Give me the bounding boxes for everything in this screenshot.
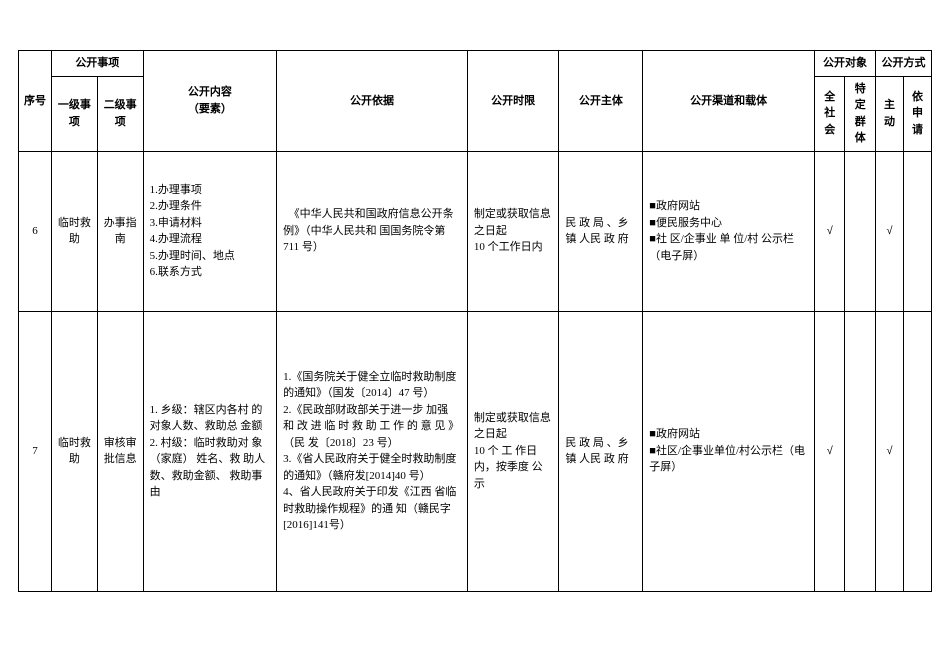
cell-content: 1. 乡级：辖区内各村 的对象人数、救助总 金额2. 村级：临时救助对 象 （家… (143, 311, 277, 591)
cell-content: 1.办理事项2.办理条件3.申请材料4.办理流程5.办理时间、地点6.联系方式 (143, 151, 277, 311)
cell-seq: 6 (19, 151, 52, 311)
cell-channel: ■政府网站■便民服务中心■社 区/企事业 单 位/村 公示栏（电子屏） (643, 151, 815, 311)
table-body: 6 临时救助 办事指南 1.办理事项2.办理条件3.申请材料4.办理流程5.办理… (19, 151, 932, 591)
cell-method2 (903, 311, 931, 591)
cell-cat1: 临时救助 (52, 151, 98, 311)
header-target2: 特定群体 (845, 76, 876, 151)
cell-target2 (845, 311, 876, 591)
cell-channel: ■政府网站■社区/企事业单位/村公示栏（电子屏） (643, 311, 815, 591)
header-target-group: 公开对象 (814, 51, 875, 77)
cell-basis: 1.《国务院关于健全立临时救助制度的通知》（国发〔2014〕47 号）2.《民政… (277, 311, 468, 591)
table-row: 7 临时救助 审核审批信息 1. 乡级：辖区内各村 的对象人数、救助总 金额2.… (19, 311, 932, 591)
table-row: 6 临时救助 办事指南 1.办理事项2.办理条件3.申请材料4.办理流程5.办理… (19, 151, 932, 311)
header-seq: 序号 (19, 51, 52, 152)
cell-target1: √ (814, 311, 845, 591)
header-method2: 依申请 (903, 76, 931, 151)
cell-method1: √ (875, 311, 903, 591)
header-content: 公开内容（要素） (143, 51, 277, 152)
table-header: 序号 公开事项 公开内容（要素） 公开依据 公开时限 公开主体 公开渠道和载体 … (19, 51, 932, 152)
cell-seq: 7 (19, 311, 52, 591)
cell-subject: 民 政 局 、乡 镇 人民 政 府 (559, 151, 643, 311)
cell-timelimit: 制定或获取信息之日起10 个工作日内 (467, 151, 559, 311)
header-method-group: 公开方式 (875, 51, 931, 77)
cell-cat2: 办事指南 (97, 151, 143, 311)
cell-target1: √ (814, 151, 845, 311)
header-channel: 公开渠道和载体 (643, 51, 815, 152)
cell-method1: √ (875, 151, 903, 311)
cell-subject: 民 政 局 、乡 镇 人民 政 府 (559, 311, 643, 591)
cell-cat1: 临时救助 (52, 311, 98, 591)
header-cat2: 二级事项 (97, 76, 143, 151)
header-target1: 全社会 (814, 76, 845, 151)
cell-basis: 《中华人民共和国政府信息公开条例》（中华人民共和 国国务院令第 711 号） (277, 151, 468, 311)
cell-target2 (845, 151, 876, 311)
disclosure-table: 序号 公开事项 公开内容（要素） 公开依据 公开时限 公开主体 公开渠道和载体 … (18, 50, 932, 592)
header-subject: 公开主体 (559, 51, 643, 152)
cell-method2 (903, 151, 931, 311)
header-cat1: 一级事项 (52, 76, 98, 151)
header-basis: 公开依据 (277, 51, 468, 152)
header-matter-group: 公开事项 (52, 51, 144, 77)
cell-timelimit: 制定或获取信息之日起10 个 工 作日 内，按季度 公 示 (467, 311, 559, 591)
cell-cat2: 审核审批信息 (97, 311, 143, 591)
header-timelimit: 公开时限 (467, 51, 559, 152)
header-method1: 主动 (875, 76, 903, 151)
